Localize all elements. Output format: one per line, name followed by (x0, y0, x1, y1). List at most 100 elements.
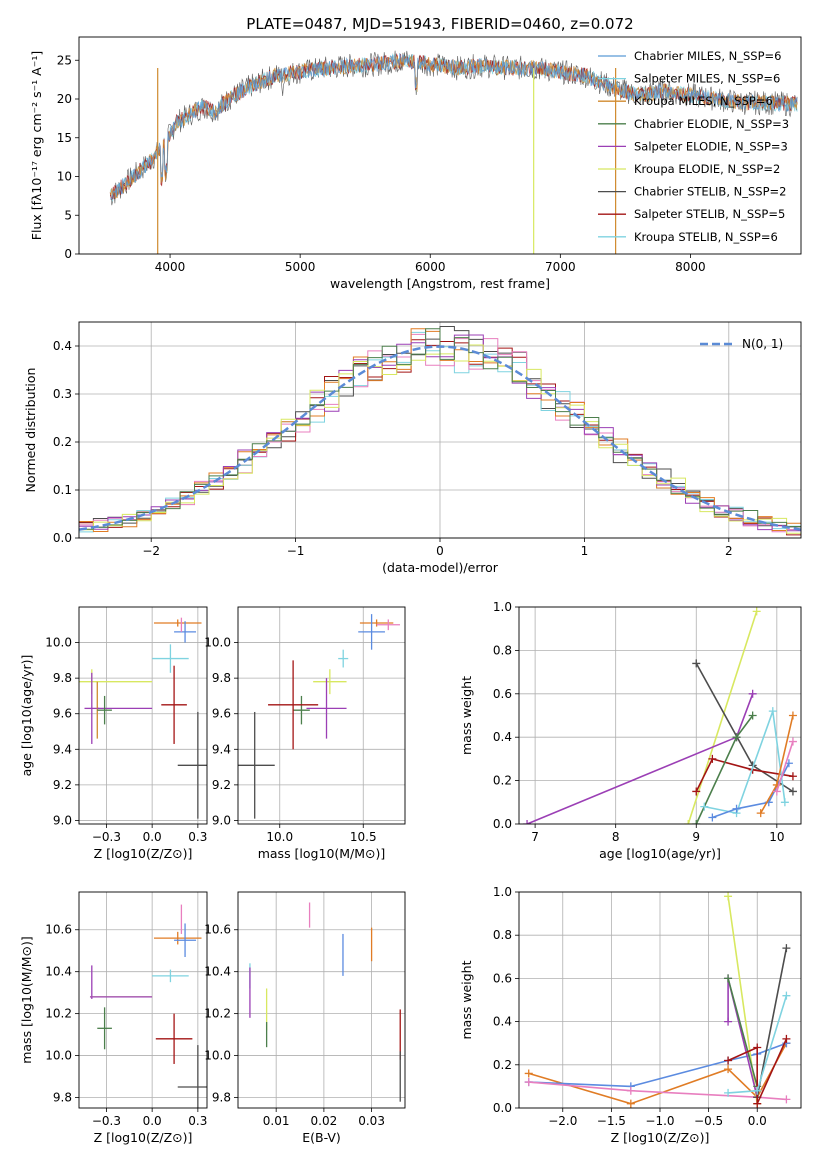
y-axis-label: mass weight (459, 676, 474, 755)
y-axis-label: Normed distribution (23, 368, 38, 493)
x-tick-label: 0 (436, 544, 444, 558)
mass-weight-marker (782, 1095, 791, 1104)
y-tick-label: 0.6 (493, 971, 512, 985)
y-tick-label: 9.8 (53, 1091, 72, 1105)
histogram-step (79, 328, 801, 530)
x-tick-label: −1.0 (645, 1114, 674, 1128)
plot-area (79, 617, 207, 819)
legend-label: Salpeter MILES, N_SSP=6 (634, 72, 780, 86)
x-tick-label: 7000 (545, 260, 576, 274)
y-tick-label: 5 (64, 208, 72, 222)
y-tick-label: 10.0 (45, 1049, 72, 1063)
mass-weight-marker (692, 820, 701, 824)
mass-weight-marker (732, 804, 741, 813)
mass-weight-marker (523, 820, 532, 824)
y-tick-label: 0.0 (53, 531, 72, 545)
x-axis-label: (data-model)/error (382, 560, 499, 575)
mass-weight-marker (752, 607, 761, 616)
x-tick-label: −0.3 (92, 830, 121, 844)
x-tick-label: 0.01 (263, 1114, 290, 1128)
mass-weight-marker (724, 1056, 733, 1065)
mass-weight-line (727, 1038, 788, 1105)
panel-spectrum: 4000 5000 6000 7000 8000 0 5 10 15 20 25 wavelength… (29, 36, 802, 291)
x-tick-label: −2.0 (548, 1114, 577, 1128)
x-tick-label: 7 (531, 830, 539, 844)
mass-weight-marker (772, 787, 781, 796)
x-axis-label: wavelength [Angstrom, rest frame] (330, 276, 550, 291)
legend-label: Kroupa STELIB, N_SSP=6 (634, 230, 778, 244)
x-axis-label: mass [log10(M/M⊙)] (258, 846, 386, 861)
x-axis-label: Z [log10(Z/Z⊙)] (94, 1130, 193, 1145)
y-tick-label: 1.0 (493, 885, 512, 899)
y-tick-label: 0.4 (493, 730, 512, 744)
x-axis-label: E(B-V) (302, 1130, 341, 1145)
mass-weight-marker (756, 809, 765, 818)
mass-weight-marker (724, 1017, 733, 1026)
y-axis-label: mass weight (459, 960, 474, 1039)
mass-weight-marker (724, 892, 733, 901)
legend-label: Salpeter ELODIE, N_SSP=3 (634, 139, 788, 153)
figure-title: PLATE=0487, MJD=51943, FIBERID=0460, z=0… (246, 15, 633, 33)
y-tick-label: 9.4 (53, 742, 72, 756)
x-axis-label: age [log10(age/yr)] (599, 846, 721, 861)
y-tick-label: 9.8 (53, 671, 72, 685)
y-tick-label: 9.6 (53, 707, 72, 721)
y-tick-label: 0 (64, 247, 72, 261)
axes-frame (78, 36, 802, 255)
legend-label: Chabrier ELODIE, N_SSP=3 (634, 117, 789, 131)
x-tick-label: 5000 (285, 260, 316, 274)
x-tick-label: −2 (142, 544, 160, 558)
mass-weight-marker (782, 944, 791, 953)
y-tick-label: 0.6 (493, 687, 512, 701)
mass-weight-marker (708, 754, 717, 763)
axes-frame (237, 891, 406, 1109)
mass-weight-marker (626, 1086, 635, 1095)
x-tick-label: 0.0 (143, 1114, 162, 1128)
x-tick-label: −0.5 (694, 1114, 723, 1128)
mass-weight-marker (768, 707, 777, 716)
mass-weight-marker (788, 787, 797, 796)
y-axis-label: age [log10(age/yr)] (19, 655, 34, 777)
plot-area (524, 892, 791, 1108)
panel-age-vs-z: −0.3 0.0 0.3 9.0 9.2 9.4 9.6 9.8 10.0 Z [log10(Z/… (19, 606, 208, 861)
y-tick-label: 0.2 (53, 435, 72, 449)
mass-weight-line (687, 611, 758, 824)
legend-label: Kroupa ELODIE, N_SSP=2 (634, 162, 780, 176)
y-tick-label: 9.8 (212, 671, 231, 685)
y-tick-label: 10.4 (45, 965, 72, 979)
y-axis-label: mass [log10(M/M⊙)] (19, 936, 34, 1064)
y-tick-label: 10.6 (45, 923, 72, 937)
mass-weight-marker (748, 689, 757, 698)
x-tick-label: −0.3 (92, 1114, 121, 1128)
y-tick-label: 0.2 (493, 774, 512, 788)
x-tick-label: 0.03 (358, 1114, 385, 1128)
y-tick-label: 10.2 (45, 1007, 72, 1021)
mass-weight-marker (700, 802, 709, 811)
x-tick-label: 10.5 (350, 830, 377, 844)
legend-label: Chabrier STELIB, N_SSP=2 (634, 185, 786, 199)
y-tick-label: 0.2 (493, 1058, 512, 1072)
mass-weight-marker (753, 1043, 762, 1052)
y-tick-label: 9.2 (53, 778, 72, 792)
x-tick-label: −1 (287, 544, 305, 558)
y-tick-label: 0.0 (493, 817, 512, 831)
y-tick-label: 10.4 (204, 965, 231, 979)
x-tick-label: 0.02 (311, 1114, 338, 1128)
y-tick-label: 9.4 (212, 742, 231, 756)
axes-frame (78, 321, 802, 539)
mass-weight-marker (780, 798, 789, 807)
mass-weight-marker (724, 974, 733, 983)
y-tick-label: 0.4 (53, 339, 72, 353)
x-axis-label: Z [log10(Z/Z⊙)] (611, 1130, 710, 1145)
mass-weight-marker (782, 1034, 791, 1043)
x-tick-label: 10 (769, 830, 784, 844)
x-tick-label: 1 (581, 544, 589, 558)
mass-weight-line (704, 710, 786, 815)
y-tick-label: 25 (57, 53, 72, 67)
y-tick-label: 20 (57, 92, 72, 106)
axes-frame (518, 606, 802, 825)
plot-area (109, 50, 798, 254)
legend-label: N(0, 1) (742, 337, 783, 351)
mass-weight-marker (748, 711, 757, 720)
panel-mass-weight-vs-z: −2.0 −1.5 −1.0 −0.5 0.0 0.0 0.2 0.4 0.6 0.8 1.0 Z [… (459, 885, 802, 1145)
